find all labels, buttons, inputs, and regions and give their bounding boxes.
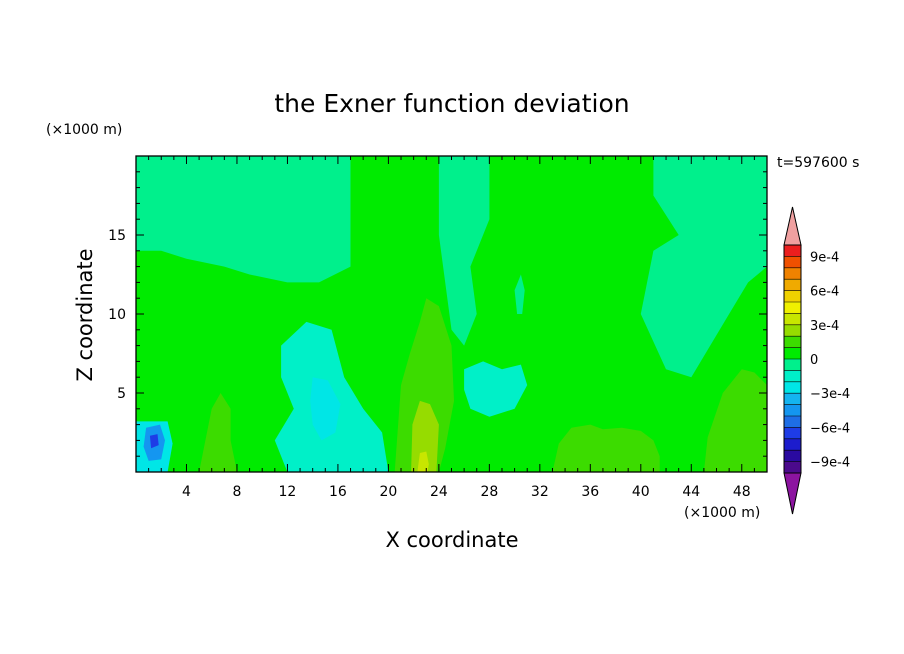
colorbar-band	[784, 256, 801, 268]
x-axis-label: X coordinate	[385, 528, 518, 552]
colorbar-band	[784, 347, 801, 359]
x-tick-label: 20	[379, 484, 397, 500]
contour-region	[438, 156, 490, 346]
colorbar-band	[784, 290, 801, 302]
colorbar-band	[784, 336, 801, 348]
x-tick-label: 48	[733, 484, 751, 500]
colorbar: 9e-4 6e-4 3e-4 0 −3e-4 −6e-4 −9e-4	[783, 206, 850, 515]
contour-region	[411, 400, 439, 472]
colorbar-over-triangle	[783, 206, 802, 246]
colorbar-tick-label: 3e-4	[810, 319, 839, 334]
colorbar-band	[784, 359, 801, 371]
x-tick-label: 16	[329, 484, 347, 500]
y-tick-label: 15	[108, 228, 126, 244]
contour-region	[394, 298, 454, 472]
colorbar-tick-label: −9e-4	[810, 456, 850, 471]
contour-region	[464, 361, 528, 417]
contour-region	[136, 156, 351, 283]
colorbar-tick-label: 9e-4	[810, 250, 839, 265]
colorbar-band	[784, 370, 801, 382]
x-tick-label: 36	[581, 484, 599, 500]
time-label: t=597600 s	[777, 155, 859, 171]
colorbar-band	[784, 450, 801, 462]
colorbar-tick-label: −6e-4	[810, 421, 850, 436]
contour-region	[417, 451, 429, 472]
colorbar-band	[784, 279, 801, 291]
colorbar-band	[784, 404, 801, 416]
colorbar-under-triangle	[783, 472, 802, 515]
contour-region	[552, 424, 660, 472]
colorbar-tick-label: 0	[810, 353, 818, 368]
x-tick-label: 28	[480, 484, 498, 500]
colorbar-band	[784, 461, 801, 473]
x-tick-label: 4	[182, 484, 191, 500]
colorbar-band	[784, 267, 801, 280]
x-tick-label: 40	[632, 484, 650, 500]
contour-region	[149, 434, 159, 449]
x-unit-label: (×1000 m)	[684, 505, 760, 521]
colorbar-tick-label: 6e-4	[810, 285, 839, 300]
x-tick-label: 32	[531, 484, 549, 500]
y-axis-label: Z coordinate	[73, 248, 97, 381]
colorbar-band	[784, 245, 801, 257]
y-unit-label: (×1000 m)	[46, 122, 122, 138]
y-tick-label: 10	[108, 307, 126, 323]
colorbar-band	[784, 324, 801, 337]
contour-region	[514, 274, 525, 314]
contour-region	[310, 377, 341, 441]
contour-region	[199, 393, 237, 472]
x-tick-label: 12	[279, 484, 297, 500]
colorbar-band	[784, 313, 801, 325]
colorbar-band	[784, 427, 801, 439]
colorbar-band	[784, 302, 801, 314]
colorbar-band	[784, 393, 801, 405]
colorbar-band	[784, 381, 801, 394]
contour-field	[136, 156, 767, 472]
x-tick-label: 44	[682, 484, 700, 500]
colorbar-band	[784, 438, 801, 451]
x-tick-label: 8	[232, 484, 241, 500]
contour-region	[703, 369, 767, 472]
contour-region	[640, 156, 767, 378]
colorbar-tick-label: −3e-4	[810, 387, 850, 402]
chart-title: the Exner function deviation	[274, 89, 629, 118]
y-tick-label: 5	[117, 386, 126, 402]
x-tick-label: 24	[430, 484, 448, 500]
colorbar-band	[784, 416, 801, 428]
